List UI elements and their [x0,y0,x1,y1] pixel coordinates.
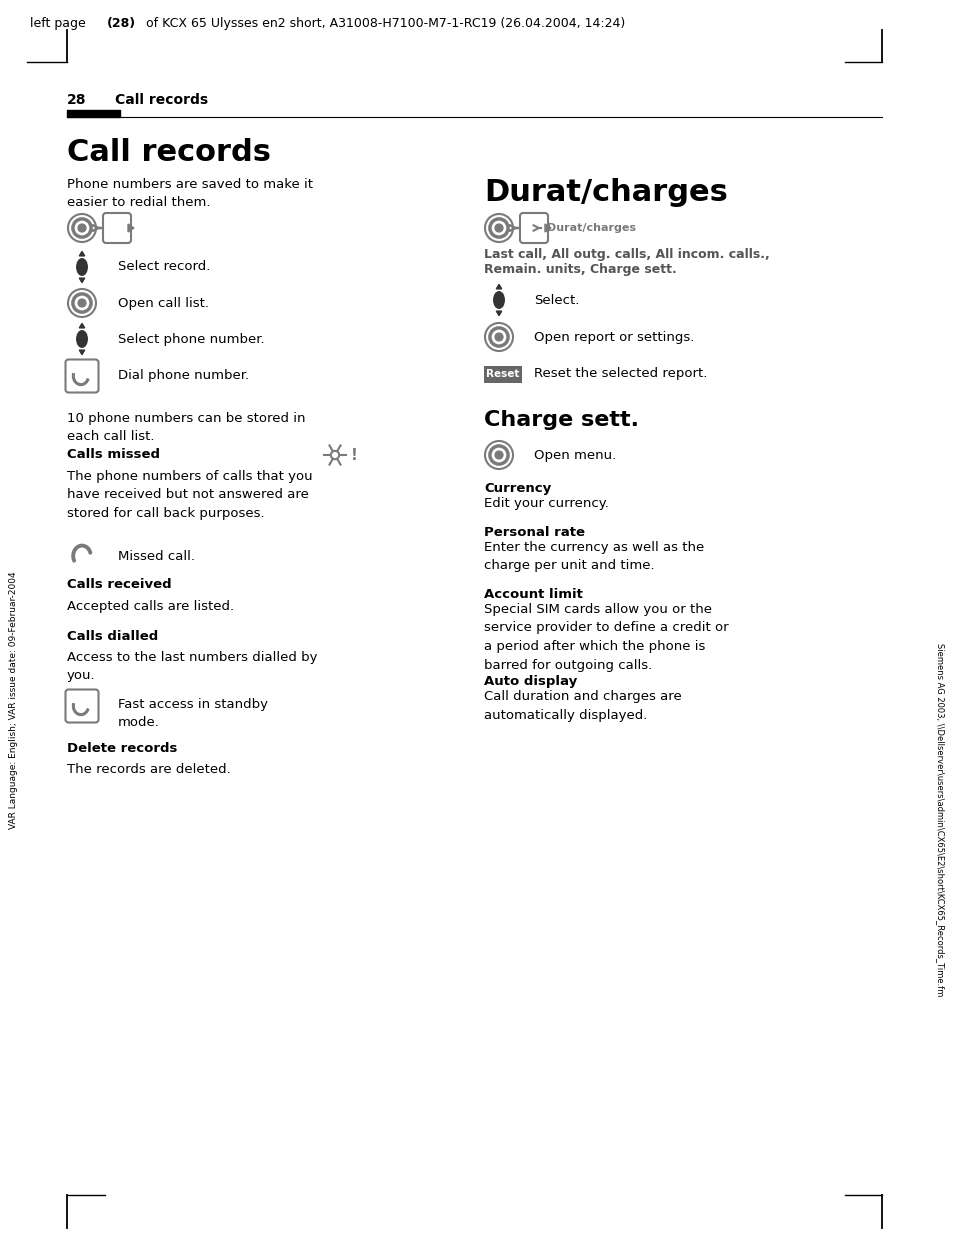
Polygon shape [496,312,501,315]
FancyBboxPatch shape [483,365,521,383]
Text: Remain. units, Charge sett.: Remain. units, Charge sett. [483,263,676,277]
Polygon shape [79,324,85,328]
Polygon shape [544,224,551,232]
FancyBboxPatch shape [66,689,98,723]
Circle shape [495,451,502,459]
Polygon shape [79,350,85,355]
FancyBboxPatch shape [103,213,131,243]
Text: Siemens AG 2003, \\Dellserver\users\admin\CX65\E2\short\KCX65_Records_Time.fm: Siemens AG 2003, \\Dellserver\users\admi… [935,643,943,997]
Text: Personal rate: Personal rate [483,526,584,540]
Polygon shape [79,252,85,255]
FancyBboxPatch shape [66,360,98,392]
Text: Reset: Reset [486,369,519,379]
Text: Special SIM cards allow you or the
service provider to define a credit or
a peri: Special SIM cards allow you or the servi… [483,603,728,672]
Text: of KCX 65 Ulysses en2 short, A31008-H7100-M7-1-RC19 (26.04.2004, 14:24): of KCX 65 Ulysses en2 short, A31008-H710… [142,17,624,30]
Text: Charge sett.: Charge sett. [483,410,639,430]
Text: left page: left page [30,17,90,30]
Text: Open report or settings.: Open report or settings. [534,330,694,344]
Circle shape [78,299,86,307]
Text: Calls dialled: Calls dialled [67,629,158,643]
Ellipse shape [494,292,504,308]
Text: 10 phone numbers can be stored in
each call list.: 10 phone numbers can be stored in each c… [67,412,305,444]
Text: Accepted calls are listed.: Accepted calls are listed. [67,601,233,613]
Text: Durat/charges: Durat/charges [483,178,727,207]
Text: 28: 28 [67,93,87,107]
Text: Open menu.: Open menu. [534,449,616,461]
Text: (28): (28) [107,17,136,30]
Text: Select phone number.: Select phone number. [118,333,264,345]
Text: The phone numbers of calls that you
have received but not answered are
stored fo: The phone numbers of calls that you have… [67,470,313,520]
Text: Auto display: Auto display [483,675,577,688]
Circle shape [495,333,502,341]
Polygon shape [496,284,501,289]
Text: Select record.: Select record. [118,260,211,274]
Polygon shape [79,278,85,283]
Text: Access to the last numbers dialled by
you.: Access to the last numbers dialled by yo… [67,650,317,683]
Text: Call records: Call records [67,138,271,167]
Text: Dial phone number.: Dial phone number. [118,370,249,383]
Text: VAR Language: English; VAR issue date: 09-Februar-2004: VAR Language: English; VAR issue date: 0… [10,571,18,829]
Polygon shape [128,224,133,232]
Text: Fast access in standby
mode.: Fast access in standby mode. [118,698,268,729]
Text: Enter the currency as well as the
charge per unit and time.: Enter the currency as well as the charge… [483,541,703,572]
Text: Reset the selected report.: Reset the selected report. [534,368,706,380]
Text: Call duration and charges are
automatically displayed.: Call duration and charges are automatica… [483,690,681,721]
Text: Durat/charges: Durat/charges [546,223,636,233]
Text: Calls missed: Calls missed [67,449,160,461]
Circle shape [495,224,502,232]
FancyBboxPatch shape [519,213,547,243]
Text: !: ! [351,447,357,462]
Text: The records are deleted.: The records are deleted. [67,763,231,776]
Circle shape [78,224,86,232]
Text: Open call list.: Open call list. [118,297,209,309]
Text: Delete records: Delete records [67,741,177,755]
Text: Missed call.: Missed call. [118,549,194,562]
Text: Call records: Call records [115,93,208,107]
Ellipse shape [76,330,87,348]
Text: Account limit: Account limit [483,588,582,601]
Text: Last call, All outg. calls, All incom. calls.,: Last call, All outg. calls, All incom. c… [483,248,769,260]
Text: Phone numbers are saved to make it
easier to redial them.: Phone numbers are saved to make it easie… [67,178,313,209]
Ellipse shape [76,259,87,275]
Text: Currency: Currency [483,482,551,495]
Text: Select.: Select. [534,294,578,307]
Text: Calls received: Calls received [67,578,172,592]
Text: Edit your currency.: Edit your currency. [483,497,608,510]
